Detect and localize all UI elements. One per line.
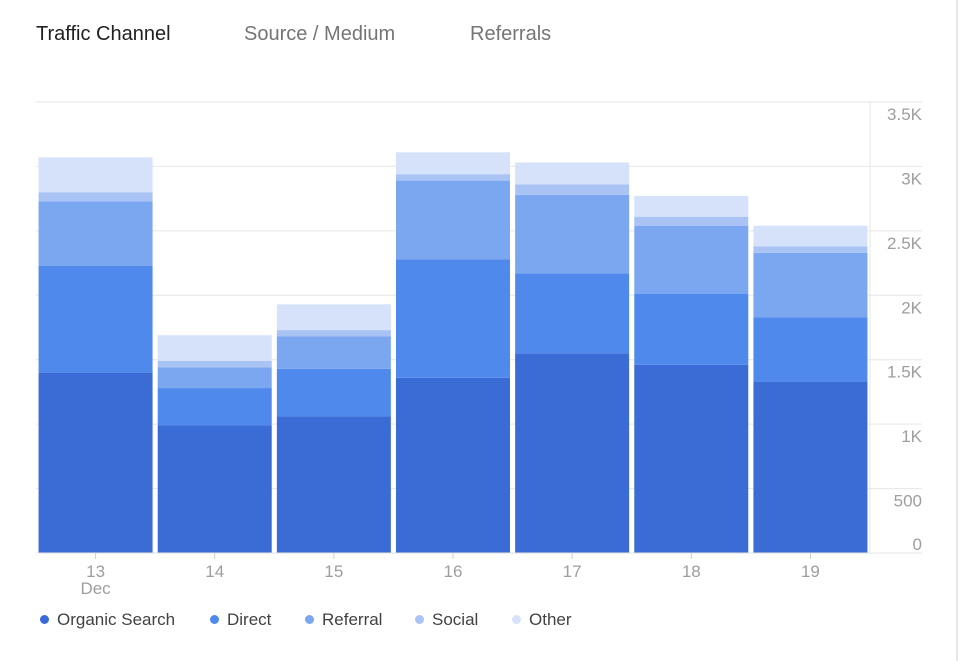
- bar-segment-organic-search[interactable]: [38, 372, 153, 553]
- bar-segment-other[interactable]: [38, 157, 153, 193]
- x-tick-label: 18: [682, 562, 701, 581]
- bar-segment-organic-search[interactable]: [396, 377, 510, 553]
- tab-referrals[interactable]: Referrals: [470, 23, 552, 45]
- y-tick-label: 2K: [901, 298, 922, 317]
- legend-item-social[interactable]: Social: [415, 608, 478, 632]
- legend-label: Other: [529, 610, 572, 629]
- bar-segment-referral[interactable]: [515, 194, 630, 274]
- bar-segment-direct[interactable]: [634, 293, 749, 365]
- bar-segment-social[interactable]: [753, 246, 868, 253]
- bar-segment-organic-search[interactable]: [276, 416, 391, 553]
- legend-dot-direct: [210, 615, 219, 624]
- bar-segment-direct[interactable]: [515, 273, 630, 354]
- bar-segment-referral[interactable]: [157, 367, 272, 389]
- bar-segment-social[interactable]: [634, 216, 749, 226]
- bar-segment-other[interactable]: [396, 152, 510, 175]
- legend-item-referral[interactable]: Referral: [305, 608, 382, 632]
- bar-segment-organic-search[interactable]: [515, 353, 630, 553]
- y-tick-label: 1K: [901, 427, 922, 446]
- y-tick-label: 500: [894, 492, 922, 511]
- bar-segment-referral[interactable]: [276, 336, 391, 369]
- tab-traffic-channel[interactable]: Traffic Channel: [36, 23, 171, 45]
- x-tick-label: 16: [444, 562, 463, 581]
- bar-segment-referral[interactable]: [396, 180, 510, 260]
- bar-segment-direct[interactable]: [38, 265, 153, 373]
- legend-item-organic-search[interactable]: Organic Search: [40, 608, 175, 632]
- legend-label: Direct: [227, 610, 272, 629]
- legend-item-other[interactable]: Other: [512, 608, 572, 632]
- legend-item-direct[interactable]: Direct: [210, 608, 271, 632]
- y-tick-label: 3K: [901, 169, 922, 188]
- bar-segment-social[interactable]: [515, 184, 630, 195]
- y-tick-label: 3.5K: [887, 105, 923, 124]
- bar-segment-social[interactable]: [396, 174, 510, 181]
- bar-segment-organic-search[interactable]: [157, 425, 272, 553]
- y-tick-label: 1.5K: [887, 363, 923, 382]
- legend-label: Organic Search: [57, 610, 176, 629]
- x-tick-sublabel: Dec: [80, 579, 111, 598]
- x-tick-label: 17: [563, 562, 582, 581]
- bar-segment-other[interactable]: [634, 196, 749, 217]
- x-tick-label: 13: [86, 562, 105, 581]
- x-tick-label: 14: [205, 562, 224, 581]
- x-tick-label: 15: [324, 562, 343, 581]
- bar-segment-social[interactable]: [157, 361, 272, 368]
- legend-dot-organic-search: [40, 615, 49, 624]
- legend-dot-social: [415, 615, 424, 624]
- bar-segment-other[interactable]: [515, 162, 630, 185]
- x-tick-label: 19: [801, 562, 820, 581]
- y-tick-label: 2.5K: [887, 234, 923, 253]
- bar-segment-direct[interactable]: [396, 259, 510, 378]
- bar-segment-direct[interactable]: [157, 388, 272, 426]
- legend-label: Social: [432, 610, 479, 629]
- bar-segment-referral[interactable]: [753, 252, 868, 318]
- bar-segment-organic-search[interactable]: [753, 381, 868, 553]
- bar-segment-social[interactable]: [38, 192, 153, 202]
- bar-segment-organic-search[interactable]: [634, 364, 749, 553]
- bar-segment-direct[interactable]: [753, 317, 868, 382]
- legend-dot-referral: [305, 615, 314, 624]
- bar-segment-other[interactable]: [157, 335, 272, 362]
- bar-segment-other[interactable]: [753, 225, 868, 247]
- bar-segment-referral[interactable]: [38, 201, 153, 266]
- bar-segment-referral[interactable]: [634, 225, 749, 294]
- tab-source-medium[interactable]: Source / Medium: [244, 23, 396, 45]
- legend-dot-other: [512, 615, 521, 624]
- bar-segment-other[interactable]: [276, 304, 391, 331]
- legend-label: Referral: [322, 610, 383, 629]
- bar-segment-social[interactable]: [276, 330, 391, 337]
- bar-segment-direct[interactable]: [276, 368, 391, 417]
- y-tick-label: 0: [913, 535, 922, 554]
